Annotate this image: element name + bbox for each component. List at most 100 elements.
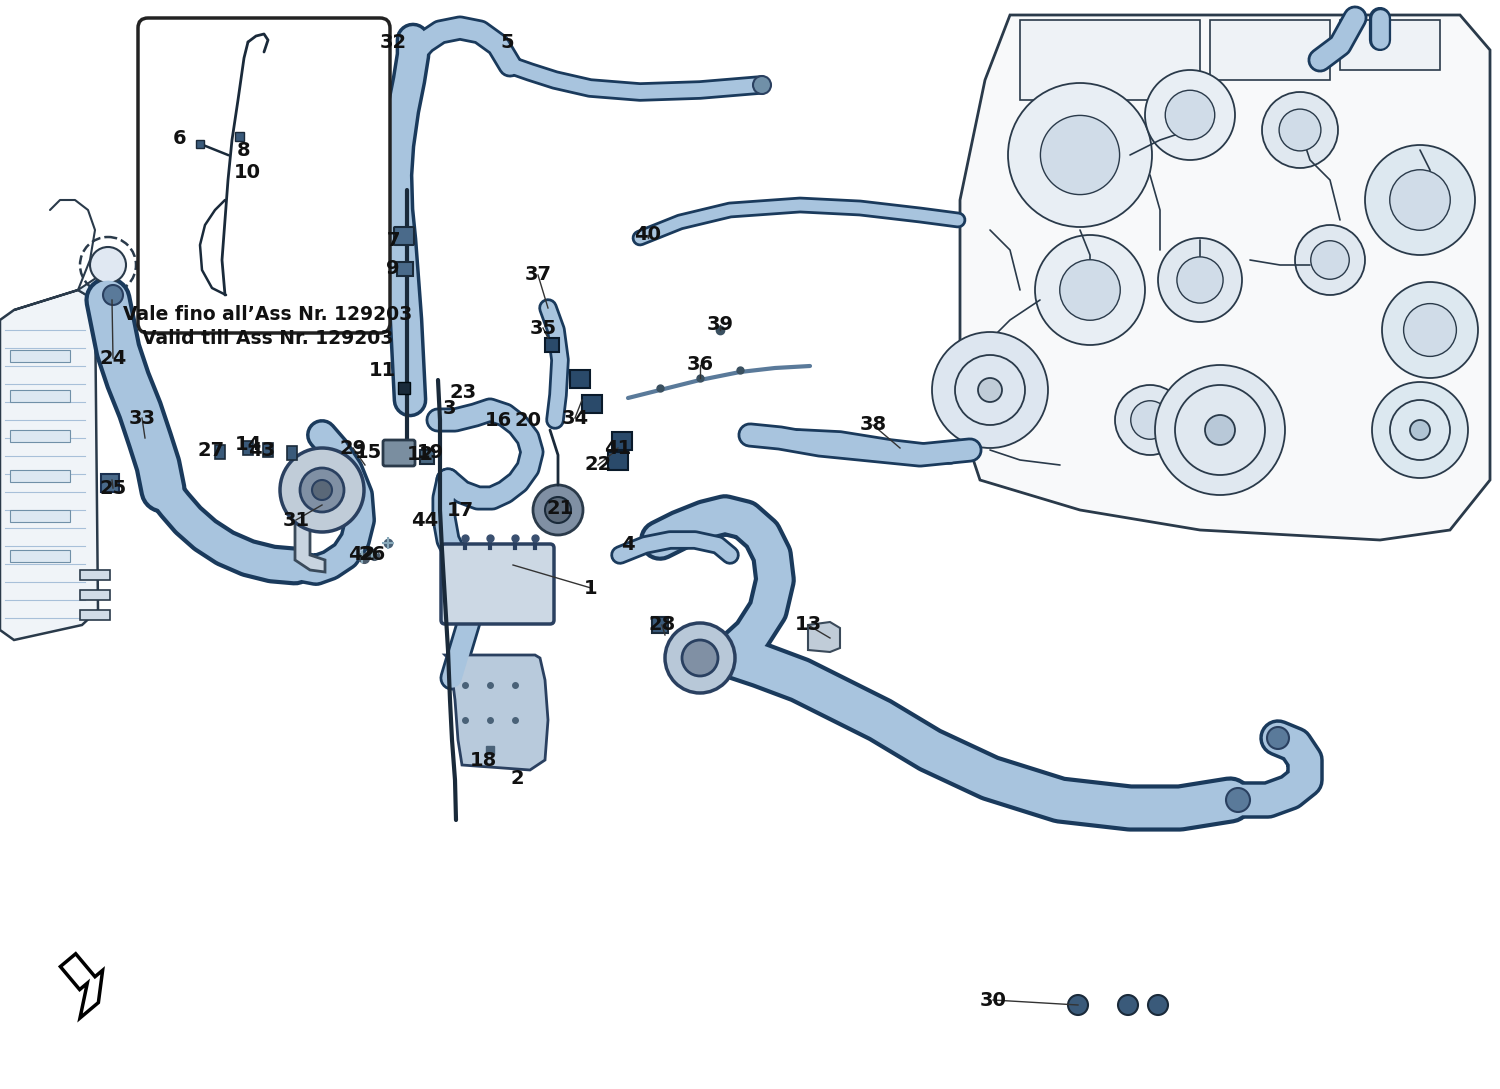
Text: 15: 15	[354, 442, 381, 462]
Circle shape	[1155, 365, 1286, 495]
FancyBboxPatch shape	[394, 227, 414, 245]
Text: Vale fino all’Ass Nr. 129203: Vale fino all’Ass Nr. 129203	[123, 305, 412, 325]
Polygon shape	[296, 480, 326, 572]
Circle shape	[312, 480, 332, 500]
Text: 33: 33	[129, 408, 156, 428]
Text: 31: 31	[282, 511, 309, 529]
Bar	[420, 450, 434, 464]
Circle shape	[544, 497, 572, 523]
Circle shape	[978, 378, 1002, 402]
Bar	[608, 452, 628, 470]
Text: 3: 3	[442, 399, 456, 417]
Circle shape	[1372, 382, 1468, 478]
Circle shape	[300, 468, 344, 512]
Text: 25: 25	[99, 478, 126, 498]
Bar	[10, 350, 70, 362]
Circle shape	[1365, 145, 1474, 255]
Text: 32: 32	[380, 34, 406, 52]
Text: 37: 37	[525, 266, 552, 284]
Text: 22: 22	[585, 455, 612, 475]
Circle shape	[1035, 235, 1144, 345]
Bar	[1210, 20, 1330, 79]
Text: 7: 7	[387, 231, 399, 249]
Circle shape	[1114, 386, 1185, 455]
Circle shape	[1041, 115, 1119, 195]
Circle shape	[1226, 788, 1250, 812]
Circle shape	[1158, 238, 1242, 322]
Bar	[10, 430, 70, 442]
Text: 14: 14	[234, 436, 261, 454]
Circle shape	[1118, 995, 1138, 1015]
Circle shape	[1166, 90, 1215, 139]
Text: 23: 23	[450, 382, 477, 402]
Circle shape	[1404, 304, 1456, 356]
Text: 2: 2	[510, 769, 524, 787]
Text: 4: 4	[621, 536, 634, 554]
Text: 30: 30	[980, 991, 1006, 1010]
Text: 27: 27	[198, 440, 225, 460]
Bar	[236, 132, 244, 140]
Text: 9: 9	[387, 258, 399, 278]
Circle shape	[1280, 109, 1322, 151]
Text: 40: 40	[634, 225, 662, 245]
Bar	[652, 617, 668, 633]
Bar	[196, 140, 204, 148]
FancyBboxPatch shape	[138, 19, 390, 333]
Bar	[398, 382, 410, 394]
Bar	[544, 338, 560, 352]
Text: 24: 24	[99, 348, 126, 367]
Bar	[10, 550, 70, 562]
Circle shape	[1311, 241, 1350, 279]
Bar	[1020, 20, 1200, 100]
Text: 8: 8	[237, 140, 250, 159]
Bar	[80, 590, 110, 600]
Bar	[286, 446, 297, 460]
Circle shape	[1131, 401, 1170, 439]
Text: 41: 41	[604, 439, 631, 457]
Circle shape	[1148, 995, 1168, 1015]
Text: 5: 5	[500, 34, 514, 52]
Circle shape	[664, 623, 735, 693]
Text: 43: 43	[249, 440, 276, 460]
Bar	[612, 432, 632, 450]
Circle shape	[956, 355, 1024, 425]
Polygon shape	[60, 954, 102, 1018]
Text: 1: 1	[584, 578, 598, 598]
Text: 16: 16	[484, 411, 512, 429]
FancyBboxPatch shape	[382, 440, 416, 466]
Bar	[243, 441, 254, 455]
Text: 12: 12	[406, 445, 433, 465]
Circle shape	[753, 76, 771, 94]
Bar	[398, 262, 412, 276]
Circle shape	[1059, 260, 1120, 320]
Polygon shape	[13, 270, 108, 310]
Bar	[80, 610, 110, 620]
Circle shape	[90, 247, 126, 283]
Polygon shape	[960, 15, 1490, 540]
Text: 20: 20	[514, 411, 541, 429]
Circle shape	[1390, 400, 1450, 460]
Circle shape	[1262, 91, 1338, 168]
Bar	[80, 570, 110, 580]
Polygon shape	[446, 654, 548, 770]
Text: 29: 29	[339, 439, 366, 457]
Bar	[570, 370, 590, 388]
Polygon shape	[808, 622, 840, 652]
Bar	[582, 395, 602, 413]
Text: 21: 21	[546, 499, 573, 517]
Circle shape	[1068, 995, 1088, 1015]
Text: 19: 19	[417, 442, 444, 462]
Bar	[10, 470, 70, 482]
Circle shape	[932, 332, 1048, 448]
Text: 13: 13	[795, 615, 822, 635]
Circle shape	[1204, 415, 1234, 445]
Circle shape	[1382, 282, 1478, 378]
Text: 36: 36	[687, 355, 714, 375]
Text: 18: 18	[470, 750, 496, 770]
Bar	[214, 445, 225, 458]
Bar	[262, 443, 273, 457]
Circle shape	[104, 285, 123, 305]
Bar	[10, 510, 70, 522]
Text: 44: 44	[411, 511, 438, 529]
Circle shape	[1178, 257, 1222, 303]
